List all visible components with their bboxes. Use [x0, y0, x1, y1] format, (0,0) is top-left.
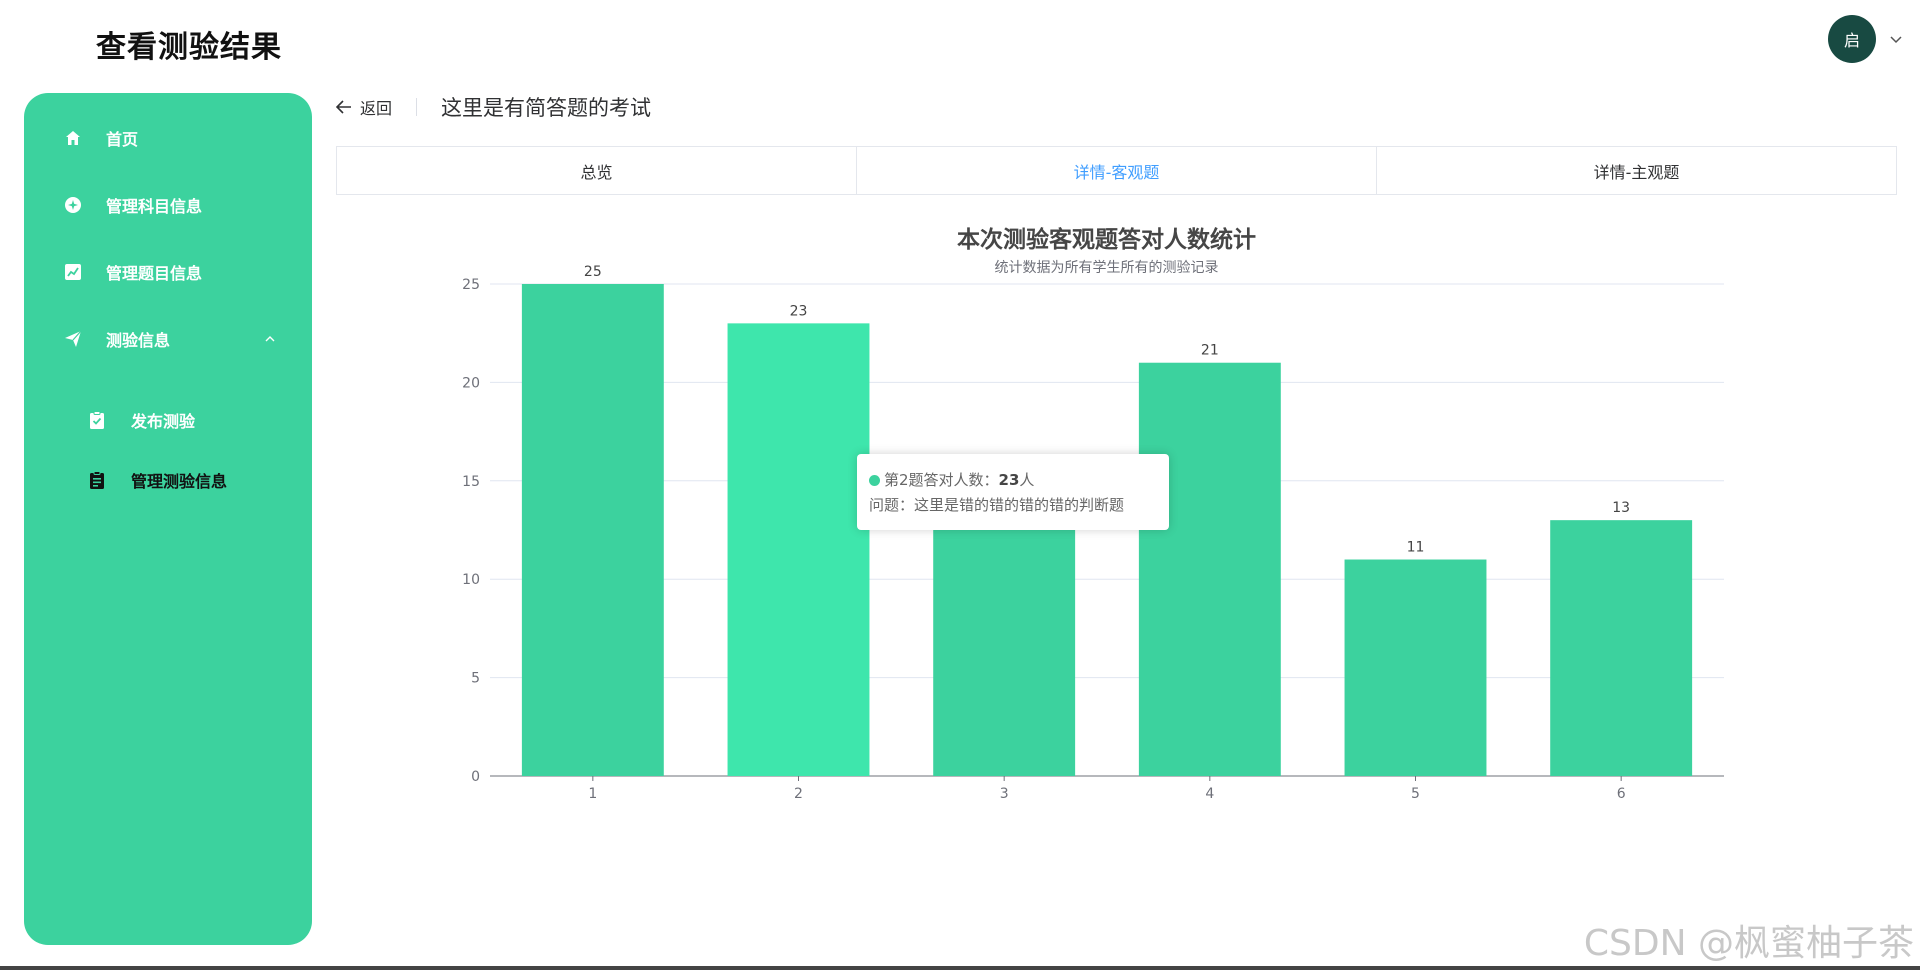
tab-objective-details[interactable]: 详情-客观题	[857, 147, 1377, 194]
x-tick-label: 3	[1000, 786, 1009, 802]
bar[interactable]	[1550, 520, 1693, 776]
data-label: 13	[1612, 500, 1630, 516]
bar[interactable]	[1138, 362, 1281, 776]
back-label: 返回	[360, 99, 393, 118]
bar-chart[interactable]: 0 5 10 15 20 25 1 25 2 23 3 4 21 5 11 6 13	[336, 210, 1897, 820]
back-button[interactable]: 返回	[336, 95, 392, 119]
tooltip-prefix: 第2题答对人数：	[884, 471, 999, 489]
watermark: CSDN @枫蜜柚子茶	[1583, 923, 1914, 964]
tooltip-question: 问题：这里是错的错的错的错的判断题	[869, 496, 1125, 514]
tab-overview[interactable]: 总览	[337, 147, 857, 194]
sidebar-item-label: 管理题目信息	[106, 264, 203, 283]
x-tick-label: 2	[794, 786, 803, 802]
tooltip-value: 23	[998, 471, 1020, 489]
sidebar-item-label: 测验信息	[106, 331, 171, 350]
arrow-left-icon	[336, 100, 351, 114]
sidebar-item-tests[interactable]: 测验信息	[24, 319, 312, 359]
clipboard-check-icon	[88, 411, 106, 429]
y-tick-label: 15	[462, 474, 480, 490]
page-title: 这里是有简答题的考试	[441, 96, 652, 120]
divider	[416, 98, 418, 116]
bar[interactable]	[1344, 559, 1487, 776]
sidebar-item-publish-test[interactable]: 发布测验	[24, 400, 312, 440]
chart-subtitle: 统计数据为所有学生所有的测验记录	[994, 260, 1219, 276]
x-tick-label: 4	[1205, 786, 1214, 802]
sidebar-item-questions[interactable]: 管理题目信息	[24, 252, 312, 292]
chart-title: 本次测验客观题答对人数统计	[957, 227, 1256, 253]
y-tick-label: 25	[462, 277, 480, 293]
tooltip-suffix: 人	[1019, 471, 1035, 489]
chart-area: 本次测验客观题答对人数统计 统计数据为所有学生所有的测验记录 0 5 10 15 20 2…	[336, 210, 1897, 820]
sidebar-item-label: 发布测验	[131, 412, 196, 431]
sidebar-item-home[interactable]: 首页	[24, 118, 312, 158]
tabs: 总览 详情-客观题 详情-主观题	[336, 146, 1897, 195]
clipboard-icon	[88, 471, 106, 489]
bottom-edge	[0, 966, 1920, 970]
send-icon	[64, 330, 82, 348]
sidebar-item-label: 管理测验信息	[131, 472, 228, 491]
data-label: 11	[1407, 540, 1425, 556]
bar[interactable]	[521, 284, 664, 776]
user-menu[interactable]: 启	[1828, 15, 1902, 63]
page-header: 返回 这里是有简答题的考试	[336, 90, 651, 124]
y-tick-label: 0	[471, 769, 480, 785]
home-icon	[64, 129, 82, 147]
data-label: 25	[584, 264, 602, 280]
app-title: 查看测验结果	[96, 30, 282, 65]
chevron-up-icon[interactable]	[264, 333, 276, 345]
subject-icon	[64, 196, 82, 214]
data-label: 21	[1201, 343, 1219, 359]
bar[interactable]	[933, 480, 1076, 776]
x-tick-label: 5	[1411, 786, 1420, 802]
tab-subjective-details[interactable]: 详情-主观题	[1377, 147, 1896, 194]
chart-line-icon	[64, 263, 82, 281]
chart-tooltip: 第2题答对人数：23人 问题：这里是错的错的错的错的判断题	[857, 454, 1169, 530]
y-tick-label: 5	[471, 671, 480, 687]
bar[interactable]	[727, 323, 870, 776]
y-tick-label: 10	[462, 572, 480, 588]
chevron-down-icon[interactable]	[1890, 33, 1902, 45]
avatar[interactable]: 启	[1828, 15, 1876, 63]
sidebar-item-label: 首页	[106, 130, 139, 149]
sidebar-item-label: 管理科目信息	[106, 197, 203, 216]
y-tick-label: 20	[462, 375, 480, 391]
data-label: 23	[790, 303, 808, 319]
sidebar: 首页 管理科目信息 管理题目信息 测验信息 发布测验 管理测验信息	[24, 93, 312, 945]
sidebar-item-subjects[interactable]: 管理科目信息	[24, 185, 312, 225]
series-dot	[869, 475, 880, 486]
sidebar-item-manage-tests[interactable]: 管理测验信息	[24, 460, 312, 500]
x-tick-label: 1	[588, 786, 597, 802]
x-tick-label: 6	[1617, 786, 1626, 802]
